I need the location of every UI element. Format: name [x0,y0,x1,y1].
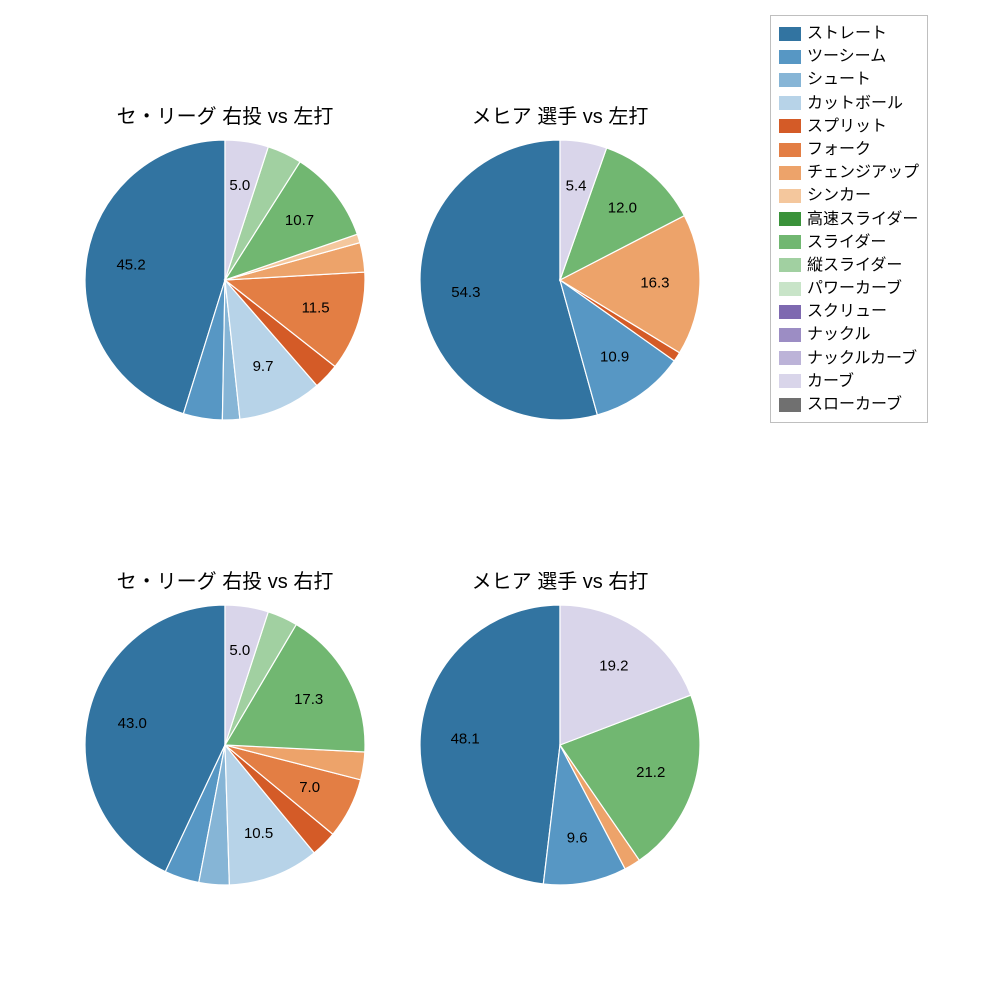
legend-swatch [779,398,801,412]
legend: ストレートツーシームシュートカットボールスプリットフォークチェンジアップシンカー… [770,15,928,423]
slice-label: 11.5 [302,299,330,316]
legend-swatch [779,212,801,226]
legend-item-v_slider: 縦スライダー [779,254,919,277]
legend-item-knuckle_curve: ナックルカーブ [779,347,919,370]
legend-swatch [779,143,801,157]
legend-label: スライダー [807,231,886,254]
legend-swatch [779,351,801,365]
slice-label: 12.0 [608,199,637,216]
slice-label: 5.4 [566,177,587,194]
slice-label: 10.9 [600,349,629,366]
legend-label: チェンジアップ [807,161,919,184]
legend-label: カーブ [807,370,854,393]
figure: 45.2 9.7 11.5 10.7 5.0 54.3 10.9 16.3 12.0 5.4 43.… [0,0,1000,1000]
legend-item-two_seam: ツーシーム [779,45,919,68]
legend-swatch [779,96,801,110]
legend-swatch [779,166,801,180]
chart-title: セ・リーグ 右投 vs 左打 [117,100,334,129]
legend-swatch [779,258,801,272]
legend-label: スローカーブ [807,393,902,416]
legend-item-cutball: カットボール [779,92,919,115]
slice-label: 9.6 [567,829,588,846]
legend-item-changeup: チェンジアップ [779,161,919,184]
slice-label: 5.0 [229,177,250,194]
legend-swatch [779,73,801,87]
slice-label: 10.7 [285,212,314,229]
legend-item-curve: カーブ [779,370,919,393]
legend-item-slider: スライダー [779,231,919,254]
legend-swatch [779,282,801,296]
slice-label: 54.3 [451,284,480,301]
legend-item-sinker: シンカー [779,184,919,207]
legend-item-knuckle: ナックル [779,323,919,346]
legend-swatch [779,27,801,41]
slice-label: 45.2 [116,257,145,274]
slice-label: 19.2 [599,658,628,675]
legend-item-power_curve: パワーカーブ [779,277,919,300]
chart-title: メヒア 選手 vs 右打 [472,565,649,594]
slice-label: 10.5 [244,825,273,842]
legend-swatch [779,235,801,249]
slice-label: 9.7 [253,358,274,375]
legend-label: ツーシーム [807,45,886,68]
chart-title: セ・リーグ 右投 vs 右打 [117,565,334,594]
legend-item-screw: スクリュー [779,300,919,323]
legend-label: カットボール [807,92,903,115]
legend-item-hi_slider: 高速スライダー [779,208,919,231]
legend-swatch [779,119,801,133]
legend-label: パワーカーブ [807,277,902,300]
legend-item-split: スプリット [779,115,919,138]
legend-label: シュート [807,68,871,91]
legend-label: ナックル [807,323,871,346]
slice-label: 21.2 [636,764,665,781]
slice-label: 5.0 [229,642,250,659]
legend-label: フォーク [807,138,871,161]
legend-swatch [779,50,801,64]
legend-label: ストレート [807,22,887,45]
legend-label: ナックルカーブ [807,347,917,370]
legend-item-fork: フォーク [779,138,919,161]
legend-item-shoot: シュート [779,68,919,91]
chart-title: メヒア 選手 vs 左打 [472,100,649,129]
slice-label: 48.1 [451,730,480,747]
legend-label: スクリュー [807,300,887,323]
legend-label: シンカー [807,184,871,207]
legend-label: スプリット [807,115,887,138]
legend-swatch [779,374,801,388]
legend-item-straight: ストレート [779,22,919,45]
slice-label: 43.0 [118,715,147,732]
legend-swatch [779,328,801,342]
legend-swatch [779,189,801,203]
legend-label: 高速スライダー [807,208,918,231]
pie-slice-straight [420,605,560,884]
legend-item-slow_curve: スローカーブ [779,393,919,416]
slice-label: 17.3 [294,691,323,708]
slice-label: 16.3 [640,274,669,291]
slice-label: 7.0 [299,779,320,796]
legend-swatch [779,305,801,319]
legend-label: 縦スライダー [807,254,902,277]
